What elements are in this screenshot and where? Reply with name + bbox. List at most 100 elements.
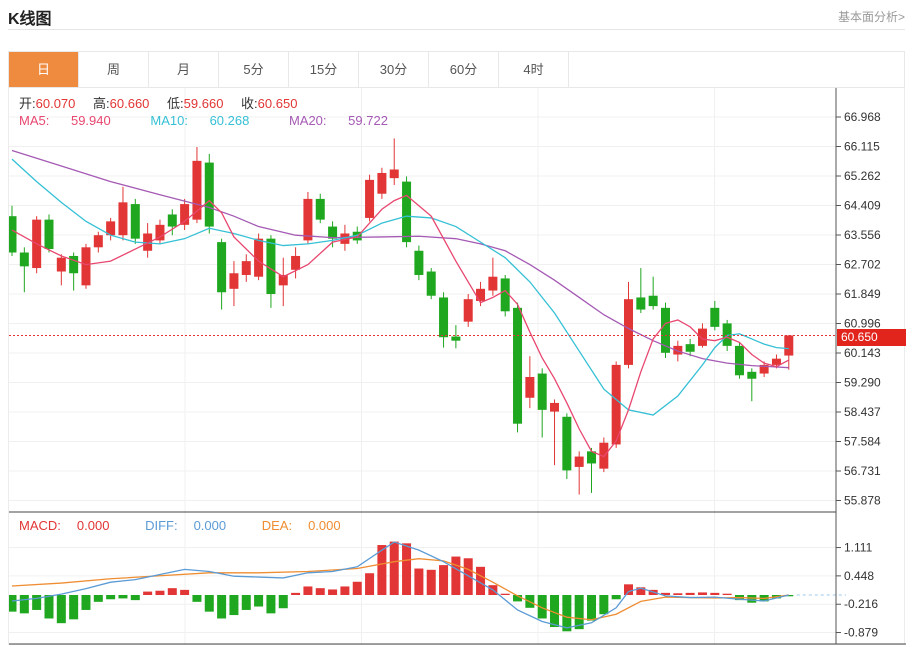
candle-body — [106, 221, 116, 236]
candle-body — [771, 358, 781, 365]
macd-bar — [44, 595, 54, 619]
candle-body — [550, 402, 560, 412]
macd-bar — [710, 592, 720, 595]
candle-body — [574, 456, 584, 467]
macd-bar — [180, 589, 190, 595]
macd-bar — [747, 595, 757, 603]
candle-body — [747, 371, 757, 379]
candle-body — [673, 345, 683, 355]
dea-value-readout: DEA: 0.000 — [261, 518, 341, 533]
macd-bar — [402, 543, 412, 595]
page-title: K线图 — [8, 10, 52, 28]
macd-axis-label: -0.879 — [844, 626, 878, 640]
macd-bar — [389, 541, 399, 595]
tab-60min[interactable]: 60分 — [429, 52, 499, 87]
price-axis-label: 60.143 — [844, 346, 881, 360]
candle-body — [513, 307, 523, 424]
macd-bar — [476, 566, 486, 595]
macd-axis-label: 1.111 — [844, 541, 873, 555]
ma5-readout: MA5: 59.940 — [19, 113, 111, 128]
macd-value-readout: MACD: 0.000 — [19, 518, 110, 533]
tab-15min[interactable]: 15分 — [289, 52, 359, 87]
macd-bar — [513, 595, 523, 602]
macd-bar — [291, 592, 301, 595]
candle-body — [710, 307, 720, 327]
macd-bar — [636, 587, 646, 595]
macd-bar — [537, 595, 547, 619]
macd-bar — [69, 595, 79, 620]
price-axis-label: 63.556 — [844, 228, 881, 242]
candle-body — [93, 235, 103, 248]
macd-bar — [303, 586, 313, 595]
macd-bar — [673, 593, 683, 595]
candle-body — [365, 179, 375, 218]
candle-body — [204, 162, 214, 227]
candle-body — [328, 226, 338, 239]
candle-body — [525, 377, 535, 398]
tab-month[interactable]: 月 — [149, 52, 219, 87]
candle-body — [759, 364, 769, 374]
candle-body — [500, 278, 510, 312]
period-tabbar: 日周月 5分 15分 30分 60分 4时 — [8, 51, 905, 88]
macd-bar — [241, 595, 251, 610]
candle-body — [217, 242, 227, 293]
low-value: 59.660 — [183, 96, 224, 111]
fundamental-analysis-link[interactable]: 基本面分析> — [837, 10, 905, 24]
kline-chart-canvas[interactable]: 66.968 66.115 65.262 64.409 63.556 62.702 61.8… — [9, 88, 906, 645]
price-axis-label: 66.968 — [844, 110, 881, 124]
candle-body — [439, 297, 449, 338]
candle-body — [167, 214, 177, 227]
candle-body — [241, 261, 251, 275]
high-value: 60.660 — [109, 96, 150, 111]
high-label: 高: — [93, 96, 110, 111]
candle-body — [81, 247, 91, 286]
candle-body — [143, 233, 153, 251]
candle-body — [291, 255, 301, 270]
candle-body — [685, 344, 695, 352]
close-label: 收: — [241, 96, 258, 111]
candle-body — [118, 202, 128, 236]
macd-bar — [167, 588, 177, 595]
candle-body — [426, 271, 436, 296]
open-value: 60.070 — [35, 96, 76, 111]
candle-body — [648, 295, 658, 307]
price-axis-label: 55.878 — [844, 494, 881, 508]
price-axis-label: 66.115 — [844, 140, 880, 154]
ma-readout: MA5: 59.940 MA10: 60.268 MA20: 59.722 — [19, 113, 424, 128]
macd-bar — [587, 595, 597, 621]
tab-30min[interactable]: 30分 — [359, 52, 429, 87]
macd-bar — [624, 584, 633, 595]
tab-week[interactable]: 周 — [79, 52, 149, 87]
candle-body — [377, 172, 387, 194]
macd-bar — [414, 568, 424, 595]
ma20-readout: MA20: 59.722 — [288, 113, 388, 128]
candle-body — [722, 323, 732, 346]
diff-value-readout: DIFF: 0.000 — [145, 518, 227, 533]
ma5-line — [11, 194, 790, 458]
ma10-line — [11, 158, 789, 416]
macd-bar — [697, 592, 707, 595]
macd-bar — [574, 595, 584, 630]
low-label: 低: — [167, 96, 184, 111]
macd-axis-label: -0.216 — [844, 597, 878, 611]
price-axis-label: 57.584 — [844, 435, 881, 449]
candle-body — [402, 181, 412, 243]
candle-body — [784, 335, 794, 356]
macd-bar — [81, 595, 91, 610]
tab-4hour[interactable]: 4时 — [499, 52, 569, 87]
price-axis-label: 62.702 — [844, 258, 881, 272]
candle-body — [451, 336, 461, 341]
macd-bar — [93, 595, 103, 602]
tab-5min[interactable]: 5分 — [219, 52, 289, 87]
macd-bar — [315, 588, 325, 595]
macd-bar — [500, 593, 510, 595]
close-value: 60.650 — [257, 96, 298, 111]
macd-bar — [266, 595, 276, 614]
chart-area[interactable]: 66.968 66.115 65.262 64.409 63.556 62.702 61.8… — [8, 88, 906, 645]
widget-header: K线图 基本面分析> — [8, 0, 905, 30]
candle-body — [155, 224, 165, 241]
price-axis-label: 65.262 — [844, 169, 881, 183]
macd-bar — [32, 595, 42, 610]
candle-body — [315, 198, 325, 220]
tab-day[interactable]: 日 — [9, 52, 79, 87]
